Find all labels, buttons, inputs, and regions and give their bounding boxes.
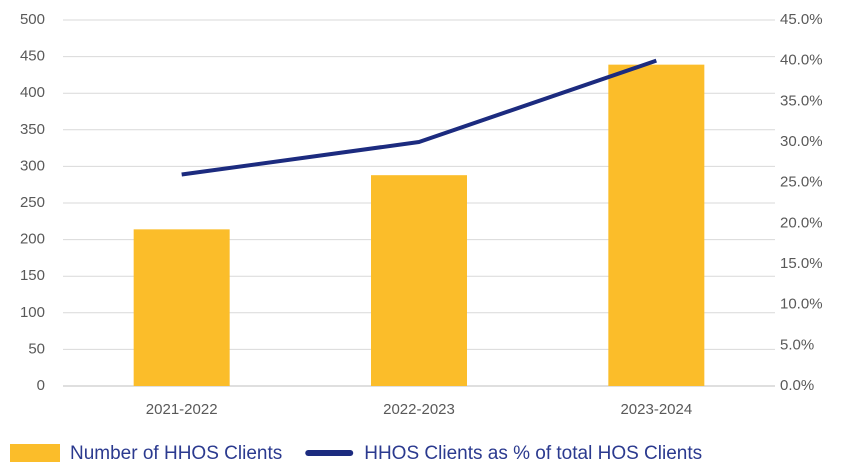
bar bbox=[371, 175, 467, 386]
y2-tick-label: 0.0% bbox=[780, 377, 814, 394]
y2-tick-label: 10.0% bbox=[780, 296, 823, 313]
y-tick-label: 250 bbox=[20, 194, 45, 211]
y-tick-label: 0 bbox=[37, 377, 45, 394]
legend-label: Number of HHOS Clients bbox=[70, 443, 282, 464]
bar bbox=[133, 229, 230, 386]
y-tick-label: 500 bbox=[20, 11, 45, 28]
y2-tick-label: 45.0% bbox=[780, 11, 823, 28]
bar bbox=[608, 64, 705, 386]
y2-tick-label: 15.0% bbox=[780, 255, 823, 272]
y2-tick-label: 25.0% bbox=[780, 174, 823, 191]
line bbox=[181, 58, 657, 177]
legend-label: HHOS Clients as % of total HOS Clients bbox=[364, 443, 702, 464]
y2-tick-label: 35.0% bbox=[780, 92, 823, 109]
y2-tick-label: 20.0% bbox=[780, 214, 823, 231]
legend-swatch bbox=[10, 444, 60, 462]
y-tick-label: 300 bbox=[20, 157, 45, 174]
y-tick-label: 400 bbox=[20, 84, 45, 101]
y2-tick-label: 5.0% bbox=[780, 336, 814, 353]
y-tick-label: 450 bbox=[20, 48, 45, 65]
y-tick-label: 50 bbox=[28, 340, 45, 357]
y-tick-label: 100 bbox=[20, 304, 45, 321]
x-tick-label: 2023-2024 bbox=[620, 401, 692, 418]
y-tick-label: 350 bbox=[20, 121, 45, 138]
y-tick-label: 150 bbox=[20, 267, 45, 284]
y2-tick-label: 40.0% bbox=[780, 52, 823, 69]
y2-tick-label: 30.0% bbox=[780, 133, 823, 150]
y-tick-label: 200 bbox=[20, 231, 45, 248]
x-tick-label: 2021-2022 bbox=[146, 401, 218, 418]
x-tick-label: 2022-2023 bbox=[383, 401, 455, 418]
